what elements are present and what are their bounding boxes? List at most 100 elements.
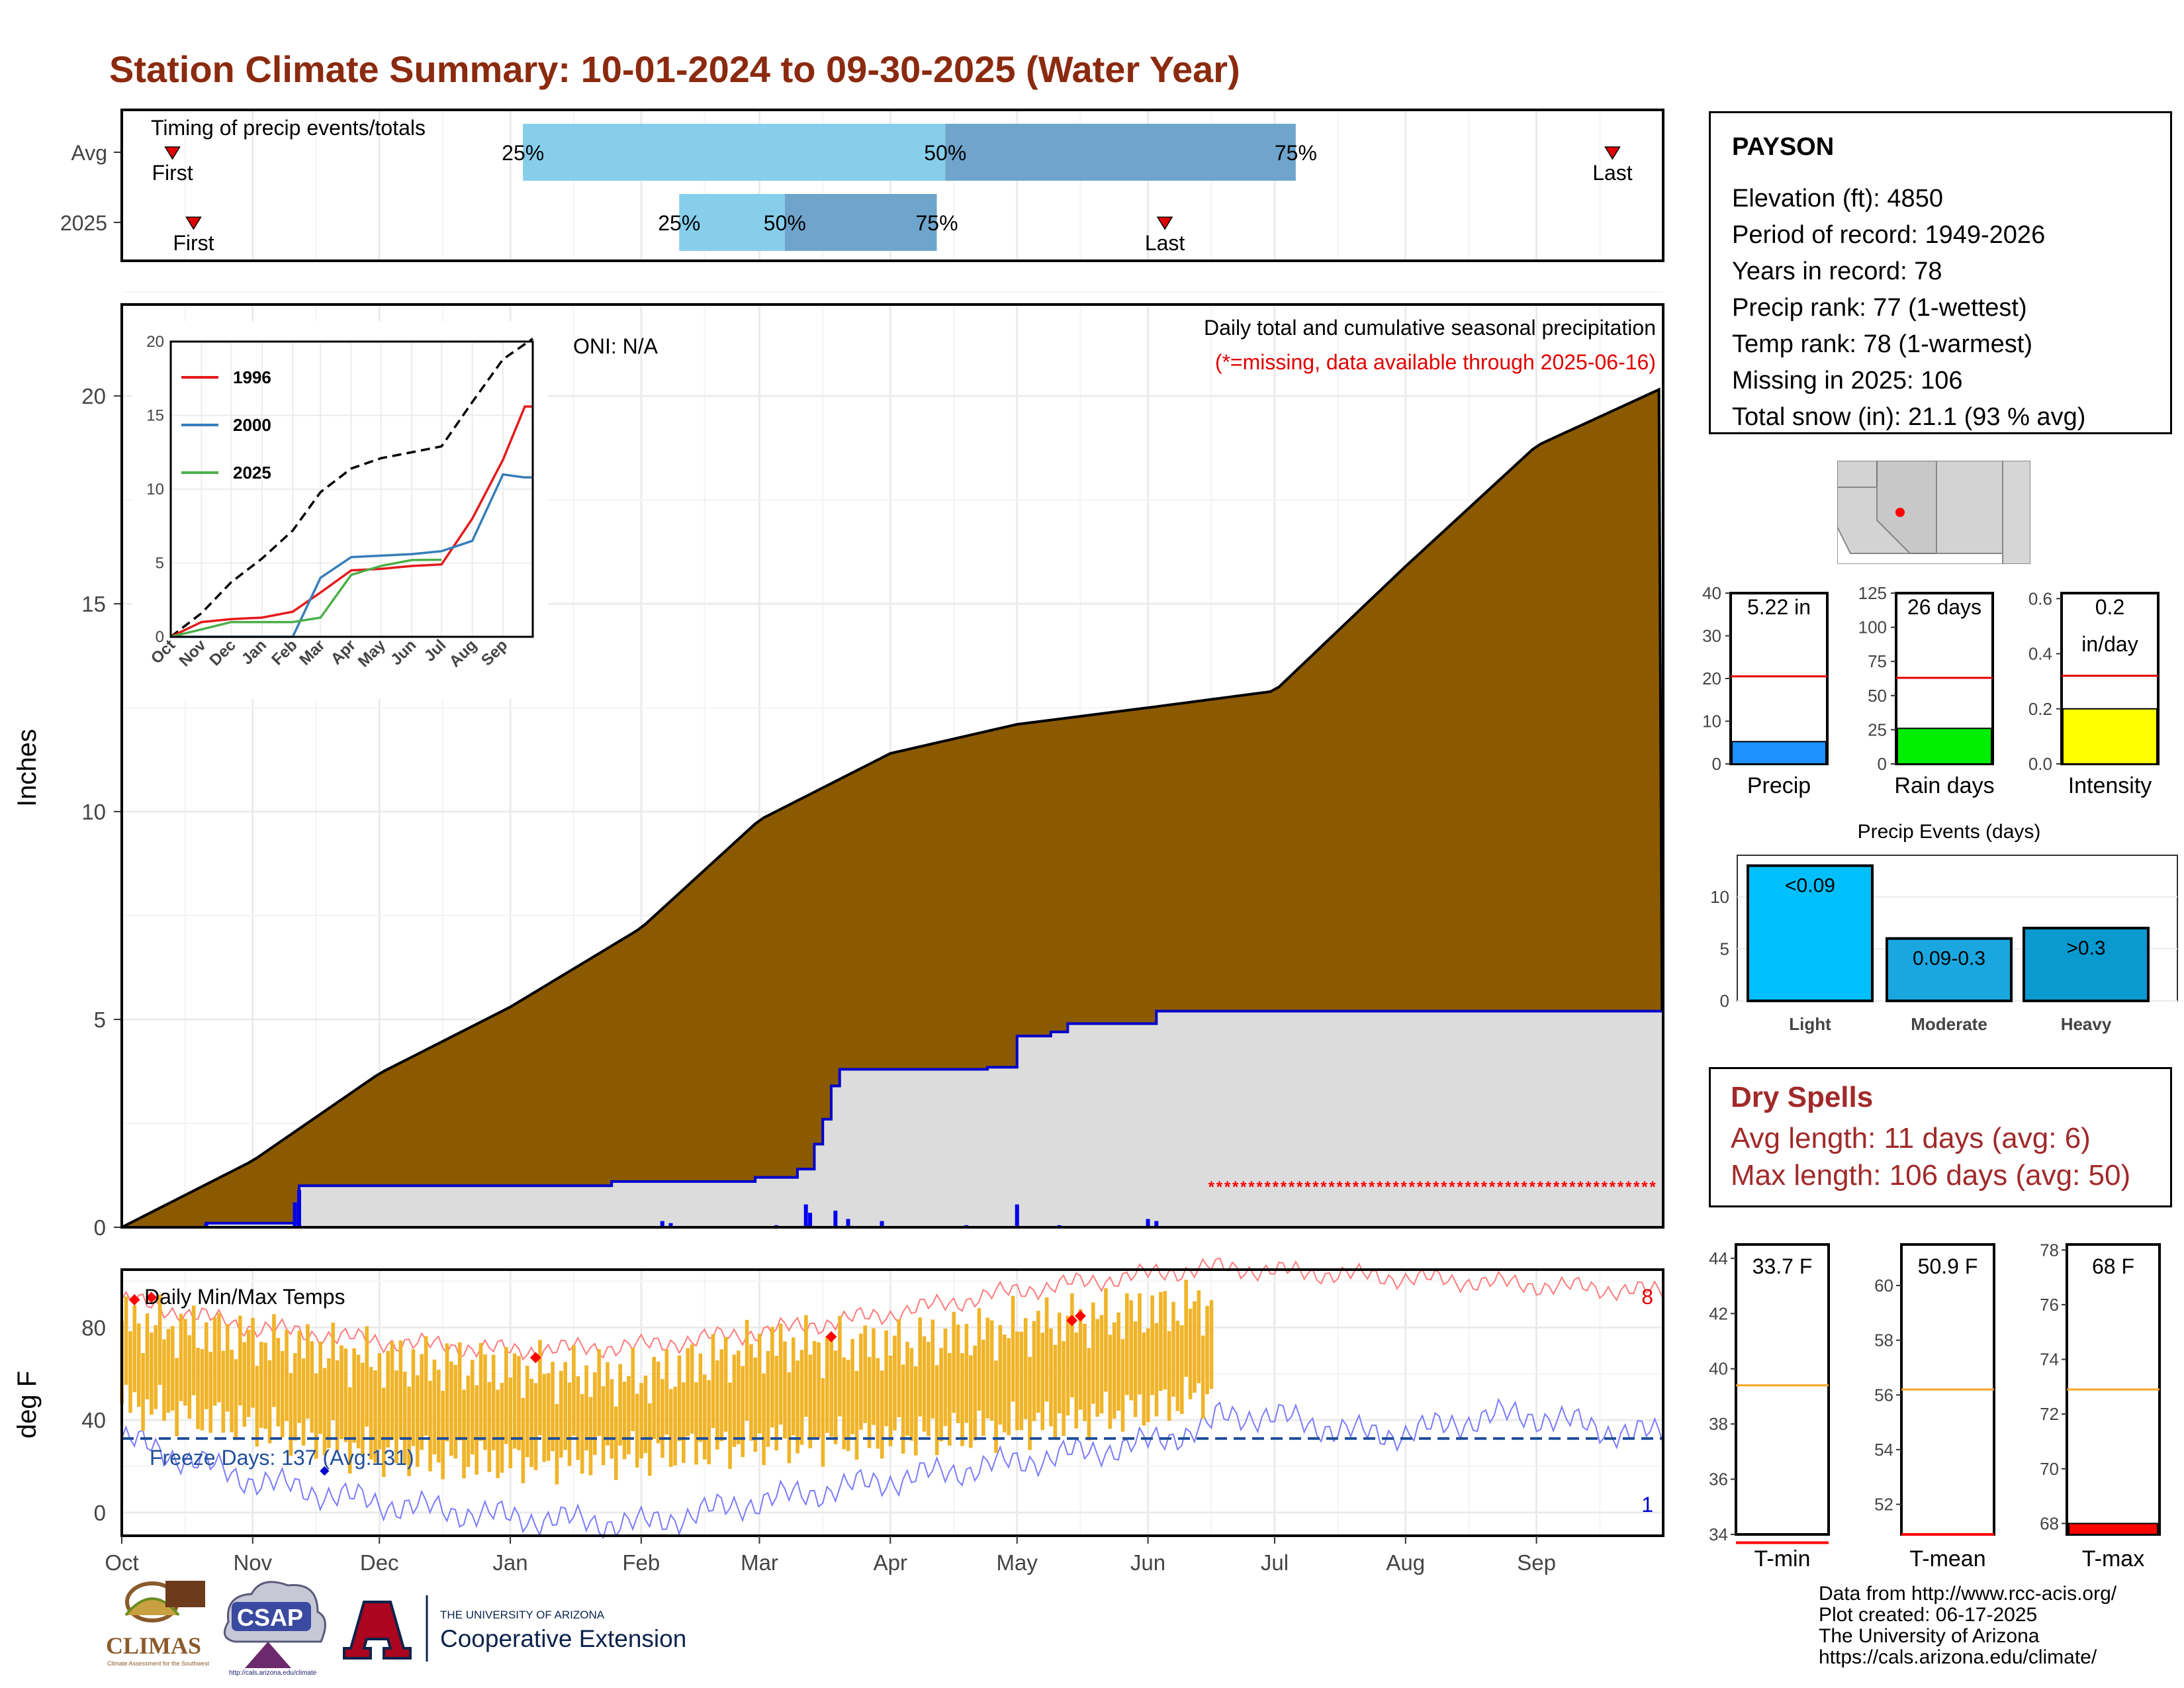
daily-temp-bar (183, 1319, 187, 1406)
events-xtick-label: Heavy (2061, 1014, 2112, 1034)
missing-day-marker: * (1320, 1178, 1327, 1196)
missing-day-marker: * (1625, 1178, 1632, 1196)
daily-temp-bar (956, 1324, 960, 1423)
daily-temp-bar (1019, 1331, 1024, 1430)
missing-day-marker: * (1617, 1178, 1624, 1196)
daily-temp-bar (1197, 1290, 1201, 1383)
station-location-marker (1895, 508, 1905, 517)
temp-ylabel: deg F (13, 1371, 42, 1438)
station-name: PAYSON (1732, 133, 1835, 161)
daily-temp-bar (859, 1333, 863, 1430)
climas-wordmark: CLIMAS (106, 1632, 201, 1659)
daily-temp-bar (1138, 1293, 1142, 1395)
gauge-ytick-label: 30 (1702, 626, 1721, 646)
daily-temp-bar (973, 1345, 977, 1440)
gauge-bar-1 (1897, 727, 1992, 765)
daily-temp-bar (1188, 1308, 1193, 1399)
precip-ytick-label: 20 (81, 384, 106, 408)
timing-bar-50-75 (784, 194, 937, 251)
daily-temp-bar (1074, 1332, 1079, 1429)
page-title: Station Climate Summary: 10-01-2024 to 0… (109, 48, 1240, 90)
daily-temp-bar (838, 1316, 842, 1417)
daily-temp-bar (365, 1326, 369, 1427)
timing-marker-last (1156, 216, 1173, 230)
temp-gauge-name: T-mean (1909, 1546, 1985, 1571)
daily-temp-bar (572, 1345, 576, 1436)
precip-ylabel: Inches (13, 729, 42, 807)
daily-temp-bar (804, 1315, 808, 1417)
timing-label-50: 50% (764, 211, 806, 235)
missing-day-marker: * (1345, 1178, 1351, 1196)
logo-strip: CLIMAS Climate Assessment for the Southw… (106, 1581, 686, 1677)
daily-temp-bar (1007, 1338, 1011, 1436)
daily-temp-bar (1159, 1291, 1163, 1391)
missing-day-marker: * (1610, 1178, 1616, 1196)
daily-temp-bar (407, 1386, 411, 1476)
footer-plot-created: Plot created: 06-17-2025 (1819, 1604, 2038, 1626)
daily-temp-bar (196, 1348, 200, 1429)
daily-temp-bar (322, 1368, 327, 1456)
daily-temp-bar (1087, 1348, 1091, 1440)
inset-ytick-label: 15 (146, 407, 164, 425)
missing-day-marker: * (1529, 1178, 1536, 1196)
missing-day-marker: * (1569, 1178, 1576, 1196)
daily-temp-bar (863, 1325, 868, 1423)
timing-row-label: 2025 (60, 211, 107, 235)
events-bar-range: <0.09 (1785, 875, 1835, 897)
daily-temp-bar (597, 1349, 602, 1436)
daily-temp-bar (977, 1308, 981, 1411)
daily-precip-bar (296, 1190, 301, 1227)
daily-temp-bar (390, 1341, 394, 1440)
daily-temp-bar (791, 1337, 796, 1436)
temperature-panel: 0 40 80 Freeze Days: 137 (Avg:131) Daily Min… (13, 1258, 1664, 1575)
daily-temp-bar (483, 1354, 487, 1450)
daily-temp-bar (314, 1373, 318, 1459)
gauge-value-label: 5.22 in (1747, 595, 1811, 619)
missing-day-marker: * (1264, 1178, 1271, 1196)
daily-precip-bar (293, 1202, 297, 1227)
gauge-ytick-label: 40 (1702, 583, 1721, 603)
temp-gauge-value: 33.7 F (1752, 1254, 1813, 1278)
daily-temp-bar (445, 1343, 449, 1442)
daily-temp-bar (508, 1377, 513, 1469)
station-precip-rank: Precip rank: 77 (1-wettest) (1732, 294, 2027, 322)
daily-temp-bar (1179, 1325, 1184, 1414)
missing-day-marker: * (1473, 1178, 1480, 1196)
gauge-panel: 0 10 20 30 40 5.22 in Precip 0 25 50 75 100 125 26 da… (1702, 583, 2160, 798)
daily-precip-bar (1146, 1219, 1150, 1227)
daily-temp-bar (559, 1370, 563, 1458)
ua-extension: Cooperative Extension (440, 1625, 686, 1652)
daily-temp-bar (998, 1325, 1003, 1425)
events-bar-heavy (2023, 927, 2150, 1002)
temp-gauge-ytick-label: 74 (2040, 1350, 2059, 1370)
daily-temp-bar (1129, 1300, 1134, 1401)
daily-temp-bar (128, 1331, 132, 1413)
missing-day-marker: * (1353, 1178, 1359, 1196)
missing-day-marker: * (1465, 1178, 1472, 1196)
daily-precip-bar (660, 1221, 664, 1227)
daily-temp-bar (905, 1342, 909, 1436)
gauge-ytick-label: 25 (1868, 720, 1887, 739)
daily-temp-bar (913, 1366, 918, 1456)
timing-text-first: First (152, 161, 193, 185)
daily-temp-bar (179, 1313, 183, 1401)
daily-temp-bar (934, 1365, 939, 1456)
daily-temp-bar (158, 1294, 162, 1385)
temp-gauge-frame-0 (1735, 1243, 1830, 1536)
gauge-frame-0 (1729, 592, 1829, 765)
missing-day-marker: * (1401, 1178, 1408, 1196)
daily-temp-bar (719, 1349, 724, 1442)
daily-temp-bar (1011, 1295, 1015, 1402)
cumulative-2025-line (122, 1009, 1664, 1229)
missing-day-marker: * (1224, 1178, 1231, 1196)
temp-gauge-ytick-label: 54 (1874, 1440, 1893, 1460)
timing-bar-50-75 (945, 124, 1296, 181)
daily-temp-bar (576, 1376, 580, 1460)
precip-ytick-label: 5 (94, 1008, 106, 1032)
daily-temp-bar (289, 1373, 293, 1456)
daily-temp-bar (766, 1350, 770, 1447)
gauge-ytick-label: 0.0 (2028, 754, 2052, 774)
daily-temp-bar (1040, 1333, 1045, 1430)
locator-map (1837, 461, 2030, 564)
missing-day-marker: * (1602, 1178, 1608, 1196)
